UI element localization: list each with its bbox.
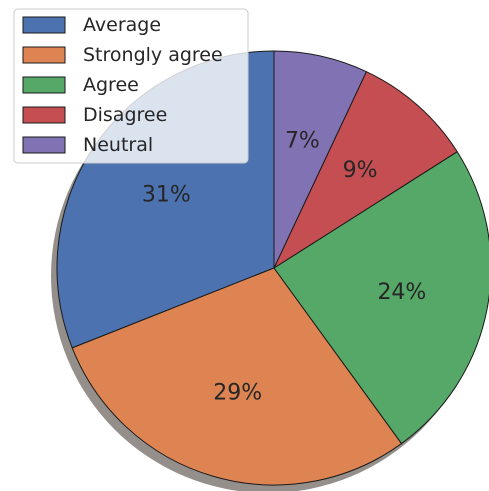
pie-slice-strongly-agree: [71, 267, 403, 486]
pie-label-strongly-agree: 29%: [213, 381, 262, 406]
legend-swatch-agree: [22, 76, 66, 94]
legend-swatch-disagree: [22, 106, 66, 124]
legend-label-agree: Agree: [83, 74, 139, 96]
legend-swatch-average: [22, 16, 66, 34]
chart-legend: Average Strongly agree Agree Disagree Neutra…: [13, 8, 249, 164]
legend-label-neutral: Neutral: [83, 134, 153, 156]
legend-items: Average Strongly agree Agree Disagree Neutra…: [22, 14, 223, 156]
pie-slice-neutral: [273, 50, 367, 269]
legend-label-disagree: Disagree: [83, 104, 167, 126]
pie-label-neutral: 7%: [285, 128, 320, 153]
legend-swatch-neutral: [22, 136, 66, 154]
pie-label-disagree: 9%: [343, 158, 378, 183]
pie-label-agree: 24%: [377, 280, 426, 305]
pie-slice-disagree: [273, 71, 458, 269]
legend-label-average: Average: [83, 14, 161, 36]
legend-label-strongly-agree: Strongly agree: [83, 44, 223, 66]
pie-percent-labels: 31% 29% 24% 9% 7%: [142, 128, 426, 405]
pie-label-average: 31%: [142, 182, 191, 207]
legend-frame: [13, 8, 249, 164]
legend-swatch-strongly-agree: [22, 46, 66, 64]
pie-slice-agree: [273, 151, 489, 445]
